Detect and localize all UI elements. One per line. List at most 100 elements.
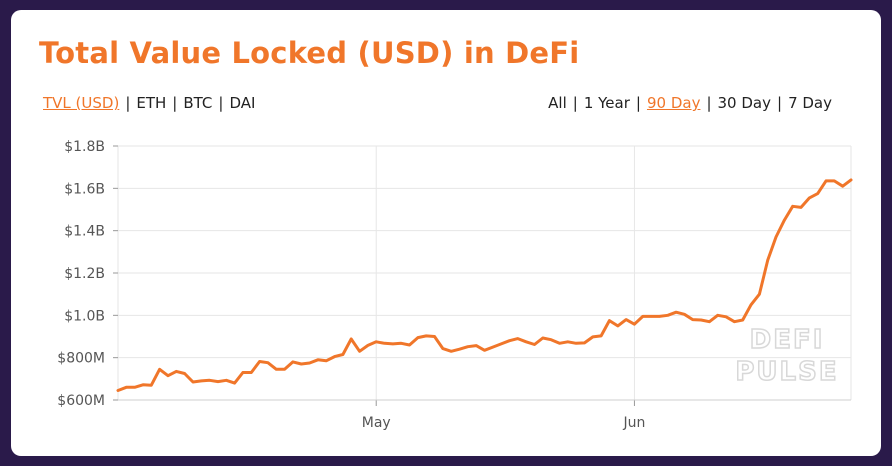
tvl-data-point[interactable] (691, 318, 694, 321)
y-tick-label: $1.0B (64, 308, 105, 324)
tvl-data-point[interactable] (483, 349, 486, 352)
tvl-data-point[interactable] (241, 371, 245, 374)
unit-option-btc[interactable]: BTC (183, 94, 213, 112)
tvl-data-point[interactable] (566, 340, 569, 343)
tvl-data-point[interactable] (350, 337, 353, 341)
tvl-data-point[interactable] (641, 315, 644, 318)
tvl-data-point[interactable] (316, 358, 320, 361)
tvl-data-point[interactable] (783, 218, 786, 222)
tvl-data-point[interactable] (366, 344, 370, 347)
tvl-data-point[interactable] (683, 313, 686, 316)
tvl-data-point[interactable] (816, 192, 819, 195)
tvl-data-point[interactable] (549, 338, 553, 341)
tvl-data-point[interactable] (533, 343, 536, 346)
tvl-data-point[interactable] (300, 362, 303, 366)
tvl-data-point[interactable] (191, 380, 195, 384)
tvl-data-point[interactable] (125, 386, 128, 389)
tvl-data-point[interactable] (408, 343, 411, 347)
tvl-data-point[interactable] (774, 235, 778, 239)
tvl-data-point[interactable] (791, 205, 794, 208)
tvl-data-point[interactable] (758, 293, 761, 296)
range-option-7-day[interactable]: 7 Day (788, 94, 832, 112)
tvl-data-point[interactable] (541, 336, 544, 340)
tvl-data-point[interactable] (808, 196, 811, 200)
tvl-data-point[interactable] (841, 185, 844, 188)
tvl-data-point[interactable] (608, 319, 611, 322)
tvl-data-point[interactable] (491, 345, 494, 349)
tvl-data-point[interactable] (799, 206, 803, 209)
tvl-data-point[interactable] (583, 341, 586, 345)
tvl-data-point[interactable] (133, 386, 136, 389)
tvl-data-point[interactable] (574, 342, 578, 345)
tvl-data-point[interactable] (524, 340, 528, 343)
tvl-data-point[interactable] (375, 340, 378, 343)
tvl-data-point[interactable] (400, 342, 403, 345)
tvl-data-point[interactable] (824, 179, 828, 183)
tvl-data-point[interactable] (475, 344, 478, 347)
tvl-data-point[interactable] (733, 320, 736, 323)
range-option-30-day[interactable]: 30 Day (717, 94, 771, 112)
tvl-data-point[interactable] (225, 379, 228, 382)
y-tick-label: $800M (57, 351, 105, 367)
tvl-data-point[interactable] (724, 315, 728, 318)
tvl-data-point[interactable] (708, 320, 711, 323)
tvl-data-point[interactable] (308, 361, 311, 365)
tvl-data-point[interactable] (291, 360, 295, 364)
tvl-data-point[interactable] (183, 372, 186, 375)
tvl-data-point[interactable] (150, 384, 153, 387)
tvl-data-point[interactable] (633, 323, 636, 326)
tvl-data-point[interactable] (425, 334, 428, 338)
tvl-data-point[interactable] (441, 347, 445, 350)
tvl-data-point[interactable] (275, 368, 278, 371)
tvl-data-point[interactable] (333, 355, 336, 358)
tvl-data-point[interactable] (383, 342, 386, 345)
range-option-all[interactable]: All (548, 94, 567, 112)
tvl-data-point[interactable] (716, 314, 719, 317)
tvl-data-point[interactable] (208, 379, 211, 382)
tvl-data-point[interactable] (849, 178, 853, 182)
tvl-data-point[interactable] (466, 345, 469, 348)
tvl-data-point[interactable] (391, 342, 395, 346)
tvl-data-point[interactable] (200, 379, 203, 383)
tvl-data-point[interactable] (516, 337, 519, 340)
tvl-data-point[interactable] (250, 371, 253, 374)
range-option-1-year[interactable]: 1 Year (583, 94, 630, 112)
tvl-data-point[interactable] (666, 314, 669, 317)
tvl-data-point[interactable] (558, 342, 561, 345)
tvl-data-point[interactable] (674, 311, 678, 314)
tvl-data-point[interactable] (266, 361, 270, 364)
tvl-data-point[interactable] (741, 318, 744, 322)
tvl-data-point[interactable] (175, 370, 178, 373)
tvl-data-point[interactable] (766, 259, 769, 262)
tvl-data-point[interactable] (216, 380, 220, 383)
tvl-data-point[interactable] (416, 336, 420, 339)
tvl-data-point[interactable] (649, 315, 653, 318)
tvl-data-point[interactable] (158, 368, 161, 371)
tvl-data-point[interactable] (658, 315, 661, 318)
tvl-data-point[interactable] (116, 389, 120, 392)
tvl-data-point[interactable] (500, 342, 503, 346)
range-option-90-day[interactable]: 90 Day (646, 94, 701, 112)
tvl-data-point[interactable] (599, 334, 603, 338)
tvl-data-point[interactable] (166, 374, 170, 377)
tvl-data-point[interactable] (749, 303, 753, 306)
unit-option-dai[interactable]: DAI (229, 94, 256, 112)
tvl-data-point[interactable] (624, 318, 628, 321)
tvl-data-point[interactable] (325, 359, 328, 362)
tvl-data-point[interactable] (358, 350, 361, 353)
tvl-data-point[interactable] (450, 350, 453, 353)
tvl-data-point[interactable] (591, 335, 594, 339)
tvl-data-point[interactable] (699, 318, 703, 322)
tvl-data-point[interactable] (433, 335, 436, 338)
tvl-data-point[interactable] (341, 353, 345, 356)
tvl-data-point[interactable] (833, 179, 836, 183)
tvl-data-point[interactable] (141, 383, 145, 386)
tvl-data-point[interactable] (508, 339, 511, 342)
unit-option-eth[interactable]: ETH (136, 94, 167, 112)
unit-option-tvl-usd[interactable]: TVL (USD) (43, 94, 120, 112)
tvl-data-point[interactable] (258, 360, 261, 363)
tvl-data-point[interactable] (458, 348, 461, 351)
tvl-data-point[interactable] (616, 324, 619, 328)
tvl-data-point[interactable] (233, 381, 236, 385)
tvl-data-point[interactable] (283, 368, 286, 371)
